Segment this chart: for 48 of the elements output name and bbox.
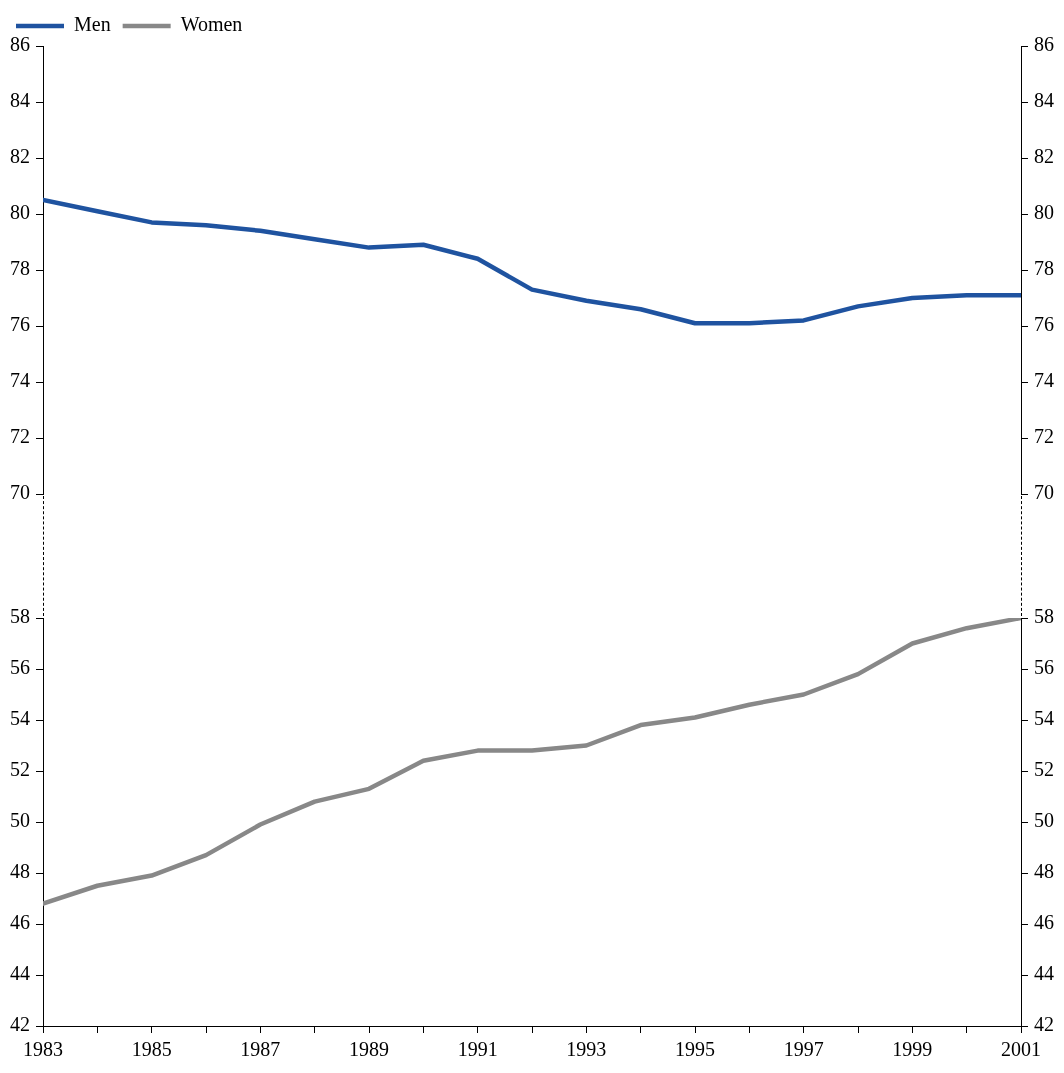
y-tick-label: 72 — [10, 425, 30, 448]
y-tick-label: 44 — [10, 962, 30, 985]
y2-tick-label: 82 — [1034, 145, 1054, 168]
y-tick-label: 42 — [10, 1013, 30, 1036]
y2-tick-label: 42 — [1034, 1013, 1054, 1036]
x-tick-label: 2001 — [1001, 1038, 1041, 1061]
y-tick-label: 70 — [10, 481, 30, 504]
y2-tick-label: 70 — [1034, 481, 1054, 504]
y-tick-label: 86 — [10, 33, 30, 56]
y-tick-label: 48 — [10, 860, 30, 883]
x-tick-label: 1989 — [349, 1038, 389, 1061]
legend-label: Men — [74, 13, 111, 36]
y-tick-label: 54 — [10, 707, 30, 730]
y2-tick-label: 44 — [1034, 962, 1054, 985]
y-tick-label: 50 — [10, 809, 30, 832]
y2-tick-label: 72 — [1034, 425, 1054, 448]
y2-tick-label: 84 — [1034, 89, 1054, 112]
y2-tick-label: 48 — [1034, 860, 1054, 883]
y-tick-label: 82 — [10, 145, 30, 168]
y2-tick-label: 78 — [1034, 257, 1054, 280]
y-tick-label: 58 — [10, 605, 30, 628]
y2-tick-label: 58 — [1034, 605, 1054, 628]
x-tick-label: 1995 — [675, 1038, 715, 1061]
y2-tick-label: 80 — [1034, 201, 1054, 224]
y2-tick-label: 50 — [1034, 809, 1054, 832]
y2-tick-label: 52 — [1034, 758, 1054, 781]
x-tick-label: 1991 — [457, 1038, 498, 1061]
x-tick-label: 1993 — [566, 1038, 607, 1061]
y2-tick-label: 46 — [1034, 911, 1054, 934]
legend-label: Women — [180, 13, 243, 36]
y-tick-label: 76 — [10, 313, 30, 336]
x-tick-label: 1985 — [131, 1038, 172, 1061]
x-tick-label: 1997 — [783, 1038, 824, 1061]
y2-tick-label: 76 — [1034, 313, 1054, 336]
x-tick-label: 1987 — [240, 1038, 281, 1061]
y-tick-label: 74 — [10, 369, 30, 392]
x-tick-label: 1983 — [23, 1038, 63, 1061]
y-tick-label: 80 — [10, 201, 30, 224]
y2-tick-label: 56 — [1034, 656, 1054, 679]
y2-tick-label: 54 — [1034, 707, 1054, 730]
y2-tick-label: 74 — [1034, 369, 1054, 392]
y-tick-label: 46 — [10, 911, 30, 934]
y-tick-label: 78 — [10, 257, 30, 280]
y2-tick-label: 86 — [1034, 33, 1054, 56]
y-tick-label: 84 — [10, 89, 30, 112]
x-tick-label: 1999 — [892, 1038, 933, 1061]
y-tick-label: 52 — [10, 758, 30, 781]
y-tick-label: 56 — [10, 656, 30, 679]
